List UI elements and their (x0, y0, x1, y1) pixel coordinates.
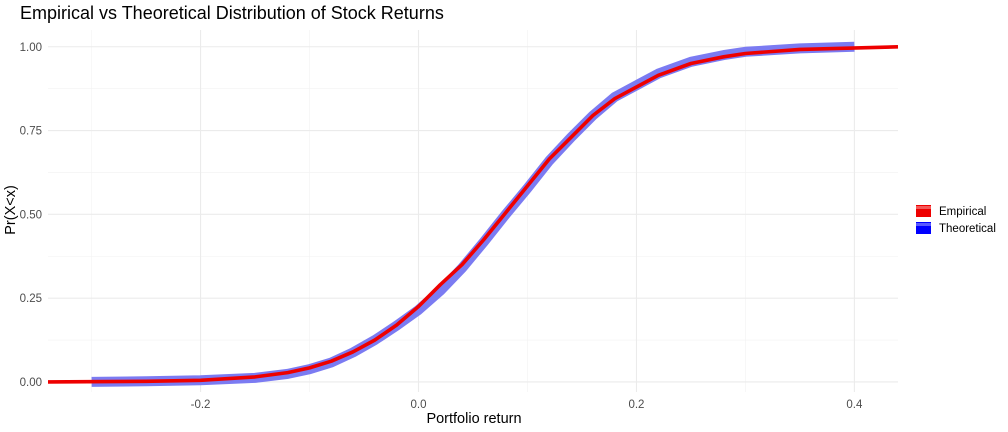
x-tick-label: 0.4 (846, 399, 863, 411)
y-axis-ticks: 0.00 0.25 0.50 0.75 1.00 (20, 42, 42, 389)
legend-label-theoretical: Theoretical (939, 223, 996, 235)
x-tick-label: 0.2 (628, 399, 644, 411)
grid-major (48, 30, 898, 392)
y-axis-title: Pr(X<x) (3, 185, 19, 235)
x-tick-label: -0.2 (191, 399, 211, 411)
x-tick-label: 0.0 (411, 399, 427, 411)
x-axis-title: Portfolio return (426, 411, 521, 427)
legend-key-highlight (916, 223, 931, 226)
y-tick-label: 1.00 (20, 42, 42, 54)
legend-key-highlight (916, 206, 931, 209)
y-tick-label: 0.50 (20, 209, 42, 221)
legend: Empirical Theoretical (916, 205, 996, 235)
chart-title: Empirical vs Theoretical Distribution of… (20, 3, 444, 23)
legend-key-empirical (916, 205, 931, 217)
legend-label-empirical: Empirical (939, 206, 986, 218)
series-layer (47, 41, 899, 387)
legend-key-theoretical (916, 222, 931, 234)
y-tick-label: 0.00 (20, 377, 42, 389)
grid-minor (48, 30, 898, 392)
y-tick-label: 0.75 (20, 126, 42, 138)
x-axis-ticks: -0.2 0.0 0.2 0.4 (191, 399, 863, 411)
series-line-empirical (47, 45, 899, 384)
y-tick-label: 0.25 (20, 293, 42, 305)
